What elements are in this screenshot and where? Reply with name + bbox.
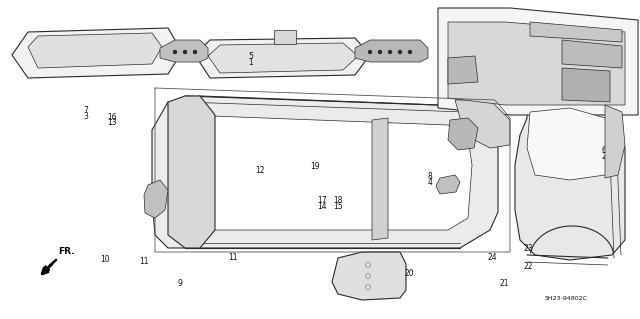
Text: 22: 22 [524,262,533,271]
Text: 23: 23 [524,244,533,253]
Circle shape [193,50,196,54]
Text: 5H23-94802C: 5H23-94802C [545,295,588,300]
Circle shape [378,50,381,54]
Polygon shape [448,56,478,84]
Text: 10: 10 [100,256,110,264]
Text: 9: 9 [178,279,183,288]
Polygon shape [332,252,406,300]
Polygon shape [448,118,478,150]
Polygon shape [160,40,208,62]
Polygon shape [28,33,162,68]
Circle shape [388,50,392,54]
Polygon shape [274,30,296,44]
Polygon shape [355,40,428,62]
Text: 11: 11 [140,257,149,266]
Polygon shape [455,100,510,148]
Text: 6: 6 [602,146,607,155]
Polygon shape [178,115,472,230]
Text: 11: 11 [228,253,237,262]
Polygon shape [436,175,460,194]
Circle shape [173,50,177,54]
Circle shape [369,50,371,54]
Text: 5: 5 [248,52,253,61]
Polygon shape [530,22,622,42]
Text: 14: 14 [317,202,327,211]
Polygon shape [448,22,625,105]
Text: 8: 8 [428,172,432,181]
Text: 15: 15 [333,202,342,211]
Polygon shape [372,118,388,240]
Text: FR.: FR. [58,247,74,256]
Text: 3: 3 [83,112,88,121]
Polygon shape [12,28,182,78]
Polygon shape [152,96,498,248]
Polygon shape [527,108,612,180]
Text: 21: 21 [499,279,509,288]
Text: 20: 20 [404,269,414,278]
Circle shape [399,50,401,54]
Text: 18: 18 [333,197,342,205]
Text: 2: 2 [602,152,606,161]
Text: 24: 24 [488,253,497,262]
Text: 16: 16 [108,113,117,122]
Polygon shape [144,180,168,218]
Polygon shape [208,43,358,73]
Text: 13: 13 [108,118,117,127]
Polygon shape [562,68,610,102]
Text: 1: 1 [248,58,253,67]
Text: 12: 12 [255,166,264,175]
Polygon shape [438,8,638,115]
Polygon shape [562,40,622,68]
Circle shape [408,50,412,54]
Text: 4: 4 [428,178,433,187]
Text: 7: 7 [83,106,88,115]
Circle shape [184,50,186,54]
Polygon shape [195,38,370,78]
Polygon shape [605,105,625,178]
Polygon shape [515,96,625,260]
Text: 17: 17 [317,197,327,205]
Polygon shape [168,96,215,248]
Text: 19: 19 [310,162,320,171]
